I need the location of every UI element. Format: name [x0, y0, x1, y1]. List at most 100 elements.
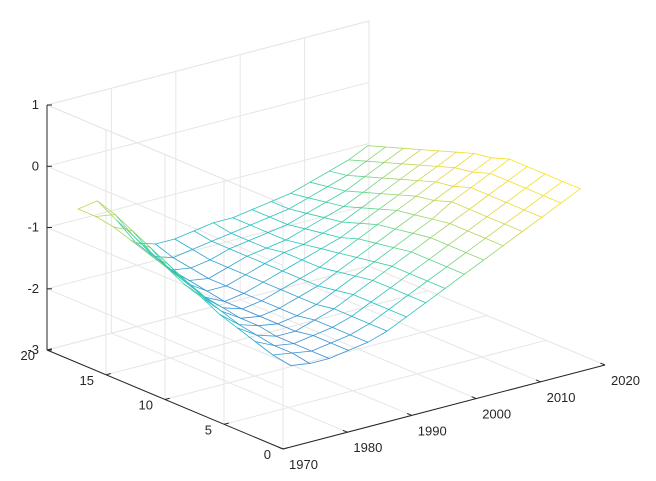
mesh-segment-x [296, 304, 317, 317]
mesh-segment-x [348, 145, 369, 161]
mesh-segment-x [467, 216, 488, 232]
mesh-segment-y [396, 209, 415, 216]
mesh-segment-x [228, 240, 250, 250]
mesh-segment-x [356, 242, 377, 258]
mesh-segment-x [240, 315, 261, 319]
x-tick-mark [535, 379, 541, 383]
mesh-segment-y [412, 232, 432, 239]
mesh-segment-y [323, 217, 343, 223]
mesh-segment-x [327, 174, 348, 188]
mesh-segment-x [293, 335, 314, 345]
mesh-segment-x [362, 177, 383, 193]
mesh-segment-y [303, 243, 322, 250]
mesh-segment-y [208, 278, 227, 287]
mesh-segment-y [228, 248, 248, 257]
mesh-segment-y [264, 263, 283, 272]
mesh-segment-y [341, 221, 361, 224]
mesh-segment-y [430, 237, 449, 246]
mesh-segment-x [333, 294, 354, 310]
mesh-segment-x [311, 342, 332, 352]
mesh-segment-y [544, 173, 563, 182]
grid-line-back-wall-z [46, 81, 370, 167]
x-tick-mark [600, 362, 606, 366]
mesh-segment-x [150, 247, 171, 271]
mesh-segment-x [303, 232, 324, 245]
mesh-segment-y [224, 301, 243, 310]
mesh-segment-x [486, 202, 507, 218]
mesh-segment-y [183, 283, 203, 299]
mesh-segment-y [315, 304, 335, 310]
mesh-segment-y [349, 334, 369, 343]
mesh-segment-y [317, 285, 337, 291]
mesh-segment-y [254, 341, 274, 356]
mesh-segment-x [277, 315, 298, 325]
mesh-segment-y [209, 259, 229, 268]
mesh-segment-y [185, 280, 205, 298]
mesh-segment-x [261, 289, 282, 302]
mesh-segment-y [344, 190, 364, 193]
mesh-segment-y [368, 323, 388, 332]
mesh-segment-x [377, 209, 398, 226]
mesh-segment-x [282, 259, 303, 272]
mesh-segment-y [299, 278, 319, 287]
mesh-segment-x [483, 245, 504, 261]
y-tick-mark [164, 397, 170, 400]
mesh-segment-y [154, 243, 174, 259]
x-tick-label: 2010 [547, 390, 576, 405]
mesh-segment-y [225, 285, 245, 294]
mesh-segment-y [285, 239, 304, 245]
mesh-segment-y [190, 267, 209, 279]
x-tick-mark [278, 446, 284, 450]
mesh-segment-x [489, 158, 510, 174]
mesh-segment-y [193, 230, 213, 242]
x-tick-label: 1970 [289, 457, 318, 472]
mesh-segment-y [348, 159, 367, 162]
mesh-segment-x [343, 191, 364, 207]
mesh-segment-y [95, 216, 114, 228]
mesh-segment-x [275, 330, 296, 337]
grid-line-floor-y [105, 290, 429, 376]
mesh-segment-y [335, 289, 354, 296]
mesh-segment-x [208, 266, 229, 279]
mesh-segment-y [473, 153, 493, 159]
mesh-segment-x [418, 150, 440, 166]
mesh-segment-y [322, 232, 341, 239]
mesh-segment-y [467, 230, 486, 239]
mesh-segment-y [354, 275, 374, 281]
mesh-segment-x [254, 341, 275, 347]
mesh-segment-x [132, 230, 153, 255]
x-axis-line [282, 364, 606, 450]
mesh-segment-y [259, 315, 279, 325]
mesh-segment-x [433, 185, 454, 201]
mesh-segment-x [504, 209, 525, 225]
mesh-segment-x [97, 200, 118, 221]
mesh-segment-x [211, 232, 232, 242]
mesh-segment-y [338, 252, 358, 258]
mesh-segment-y [246, 255, 266, 265]
mesh-segment-x [245, 263, 266, 276]
mesh-segment-x [246, 247, 267, 257]
mesh-segment-x [360, 193, 382, 209]
mesh-segment-x [272, 352, 293, 356]
mesh-segment-y [283, 252, 303, 261]
mesh-segment-x [306, 201, 327, 214]
mesh-segment-x [154, 238, 176, 245]
x-tick-label: 1980 [353, 440, 382, 455]
mesh-segment-y [418, 164, 438, 167]
mesh-segment-y [257, 325, 277, 337]
mesh-segment-y [312, 335, 332, 344]
mesh-segment-y [336, 271, 356, 277]
y-tick-mark [105, 373, 111, 376]
box-edge [46, 104, 284, 205]
mesh-segment-x [206, 285, 227, 292]
mesh-segment-y [211, 240, 230, 250]
mesh-segment-x [330, 334, 351, 344]
mesh-segment-y [523, 209, 543, 218]
mesh-segment-y [377, 224, 396, 230]
mesh-segment-x [352, 279, 374, 296]
mesh-segment-y [77, 208, 97, 217]
mesh-segment-x [407, 280, 428, 296]
mesh-segment-y [269, 216, 288, 225]
mesh-segment-x [171, 267, 192, 271]
mesh-segment-x [307, 186, 329, 199]
